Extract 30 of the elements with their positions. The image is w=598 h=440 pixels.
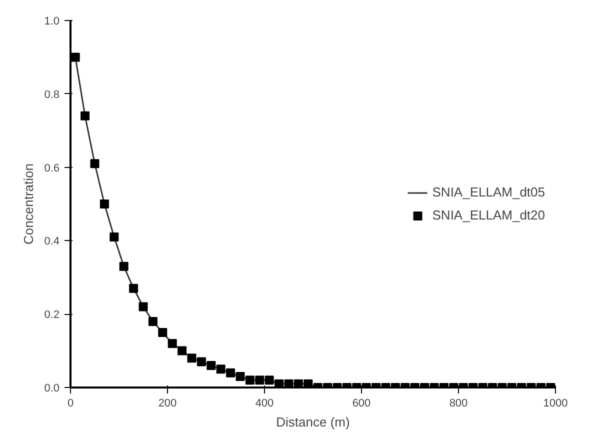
y-axis-title: Concentration — [21, 164, 36, 244]
legend-label: SNIA_ELLAM_dt20 — [432, 208, 545, 222]
point — [206, 360, 216, 370]
point — [236, 372, 245, 381]
x-tick-label: 200 — [158, 398, 177, 410]
x-tick-label: 400 — [255, 398, 274, 410]
x-tick-label: 0 — [67, 398, 74, 410]
point — [80, 111, 90, 120]
point — [119, 262, 128, 271]
point — [158, 328, 168, 337]
point — [196, 357, 206, 366]
legend-label: SNIA_ELLAM_dt05 — [432, 184, 545, 200]
x-tick-label: 1000 — [543, 398, 568, 410]
y-tick-label: 0.6 — [44, 162, 60, 174]
y-tick-label: 0.2 — [44, 309, 60, 322]
x-axis-title: Distance (m) — [276, 414, 350, 430]
y-tick-label: 0.0 — [44, 382, 60, 394]
y-tick-label: 1.0 — [44, 16, 60, 28]
point — [178, 346, 187, 356]
point — [168, 338, 177, 348]
point — [90, 159, 100, 168]
x-tick-label: 800 — [449, 398, 468, 410]
y-tick-label: 0.8 — [44, 88, 60, 101]
point — [138, 302, 148, 312]
point — [129, 284, 138, 293]
point — [100, 200, 109, 208]
point — [148, 316, 158, 326]
point — [110, 232, 119, 242]
x-tick-label: 600 — [352, 398, 371, 410]
y-tick-label: 0.4 — [44, 236, 60, 248]
